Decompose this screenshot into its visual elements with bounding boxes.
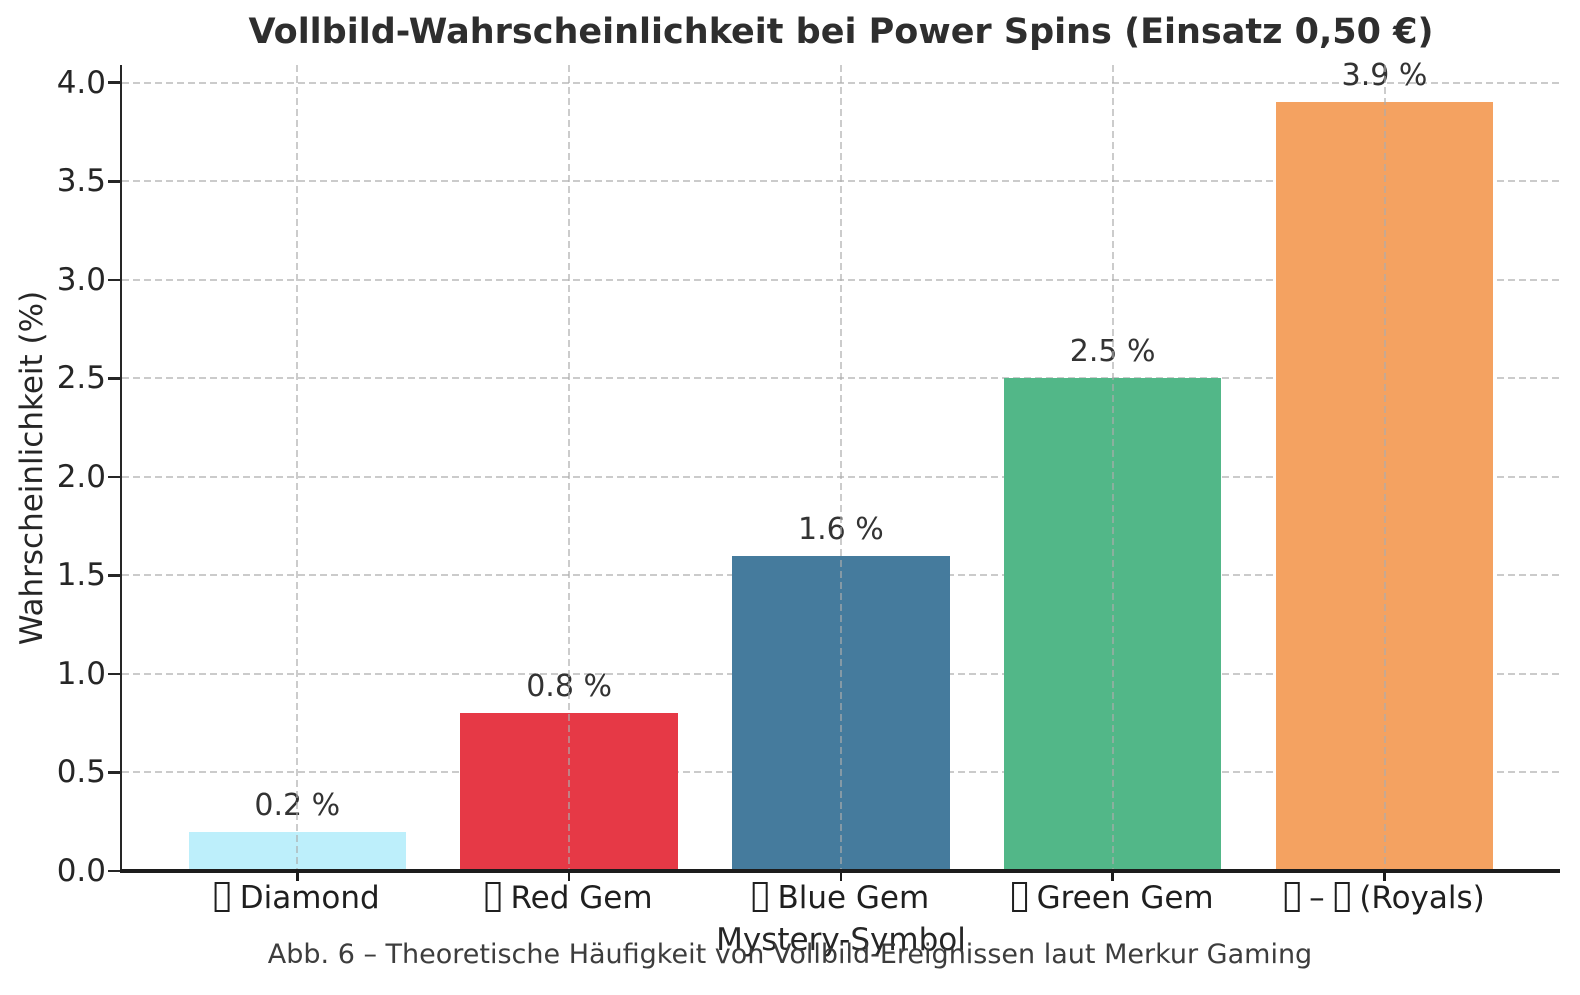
y-tick-label: 1.0 <box>56 655 106 692</box>
y-tick-mark <box>108 869 120 873</box>
y-tick-mark <box>108 377 120 380</box>
y-tick-mark <box>108 771 120 774</box>
missing-glyph-icon <box>485 882 501 912</box>
y-tick-mark <box>108 278 120 282</box>
y-tick-label: 2.0 <box>56 458 106 495</box>
bottom-axis-spine <box>119 869 1560 873</box>
x-tick-label: Red Gem <box>485 880 653 916</box>
vgridline <box>568 65 571 871</box>
y-tick-label: 3.5 <box>56 163 106 200</box>
x-axis-label: Mystery-Symbol <box>716 922 966 958</box>
y-tick-label: 0.5 <box>56 754 106 791</box>
x-tick-label: Diamond <box>214 880 380 916</box>
y-tick-mark <box>108 574 120 577</box>
x-tick-mark <box>1111 872 1114 881</box>
figure-caption: Abb. 6 – Theoretische Häufigkeit von Vol… <box>267 939 1313 970</box>
axis-spines <box>119 65 1560 873</box>
y-tick-label: 0.0 <box>56 853 106 889</box>
x-tick-label: Blue Gem <box>752 880 929 916</box>
y-tick-label: 3.0 <box>56 261 106 298</box>
y-tick-label: 4.0 <box>56 64 106 101</box>
missing-glyph-icon <box>1284 882 1300 912</box>
vertical-gridlines <box>122 65 1560 871</box>
y-tick-label: 1.5 <box>56 557 106 594</box>
y-tick-mark <box>108 180 120 183</box>
missing-glyph-icon <box>752 882 768 912</box>
y-tick-mark <box>108 81 120 84</box>
chart-title: Vollbild-Wahrscheinlichkeit bei Power Sp… <box>248 12 1434 52</box>
vgridline <box>1111 65 1114 871</box>
left-axis-spine <box>119 65 122 871</box>
missing-glyph-icon <box>1334 882 1350 912</box>
x-tick-mark <box>567 872 571 881</box>
x-tick-mark <box>1383 872 1386 881</box>
missing-glyph-icon <box>1011 882 1027 912</box>
vgridline <box>839 65 842 871</box>
x-tick-mark <box>839 872 843 881</box>
y-tick-mark <box>108 475 120 479</box>
vgridline <box>296 65 299 871</box>
x-tick-label: – (Royals) <box>1284 880 1485 916</box>
y-tick-mark <box>108 672 120 676</box>
y-tick-label: 2.5 <box>56 360 106 397</box>
missing-glyph-icon <box>214 882 230 912</box>
x-tick-mark <box>296 872 299 881</box>
plot-area: 0.2 % 0.8 % 1.6 % 2.5 % 3.9 % <box>119 58 1560 873</box>
x-tick-label: Green Gem <box>1011 880 1214 916</box>
vgridline <box>1383 65 1386 871</box>
